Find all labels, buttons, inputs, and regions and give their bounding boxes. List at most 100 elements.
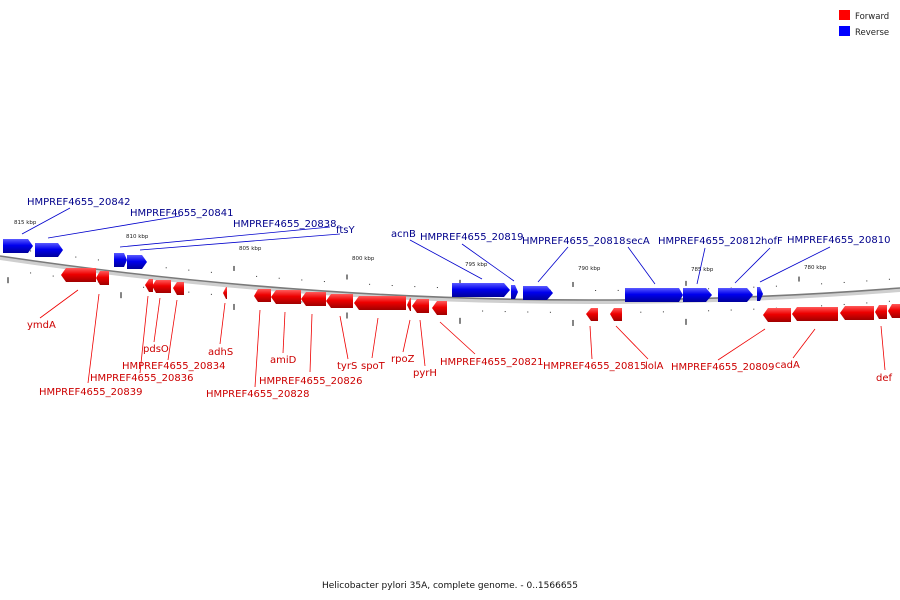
forward-gene-arrow — [407, 298, 411, 311]
forward-gene-arrow — [792, 307, 838, 321]
leader-line — [627, 246, 656, 285]
forward-leader-lines — [39, 289, 886, 388]
leader-line — [409, 239, 483, 280]
gene-label-forward: HMPREF4655_20815 — [543, 361, 646, 372]
forward-gene-arrow — [888, 304, 900, 318]
gene-label-forward: def — [876, 373, 893, 384]
legend-forward-label: Forward — [855, 12, 889, 22]
gene-label-forward: pyrH — [413, 368, 437, 379]
gene-label-forward: tyrS — [337, 361, 357, 372]
scale-tick-label: 780 kbp — [804, 265, 827, 271]
forward-gene-arrow — [152, 280, 171, 293]
gene-label-reverse: HMPREF4655_20818 — [522, 236, 625, 247]
gene-label-forward: amiD — [270, 355, 297, 366]
leader-line — [537, 246, 569, 283]
leader-line — [615, 325, 649, 360]
reverse-gene-arrow — [523, 286, 553, 300]
reverse-gene-arrow — [114, 253, 127, 267]
gene-label-forward: adhS — [208, 347, 233, 358]
forward-gene-arrow — [271, 290, 301, 304]
gene-label-reverse: HMPREF4655_20819 — [420, 232, 523, 243]
legend-forward-swatch — [839, 10, 850, 20]
gene-label-forward: lolA — [645, 361, 664, 372]
gene-label-forward: HMPREF4655_20826 — [259, 376, 362, 387]
gene-label-reverse: HMPREF4655_20810 — [787, 235, 890, 246]
leader-line — [339, 315, 349, 360]
leader-line — [439, 321, 476, 355]
reverse-gene-labels: HMPREF4655_20842 HMPREF4655_20841 HMPREF… — [27, 197, 890, 247]
reverse-gene-arrow — [625, 288, 683, 302]
forward-gene-arrow — [145, 279, 153, 292]
leader-line — [87, 293, 100, 384]
leader-line — [254, 309, 261, 388]
genome-backbone-shadow — [0, 256, 900, 304]
gene-label-reverse: acnB — [391, 229, 416, 240]
gene-label-reverse: HMPREF4655_20842 — [27, 197, 130, 208]
scale-tick-label: 800 kbp — [352, 256, 375, 262]
forward-gene-arrow — [763, 308, 791, 322]
leader-line — [696, 247, 706, 285]
leader-line — [39, 289, 79, 319]
forward-gene-arrow — [223, 287, 227, 299]
forward-gene-arrow — [432, 301, 447, 315]
reverse-gene-arrow — [683, 288, 712, 302]
leader-line — [792, 328, 816, 359]
forward-gene-arrow — [840, 306, 874, 320]
leader-line — [309, 313, 313, 373]
scale-tick-label: 795 kbp — [465, 262, 488, 268]
legend: Forward Reverse — [839, 10, 889, 38]
reverse-gene-arrow — [127, 255, 147, 269]
leader-line — [402, 319, 411, 353]
forward-gene-arrow — [586, 308, 598, 321]
legend-reverse-label: Reverse — [855, 28, 889, 38]
reverse-gene-arrow — [3, 239, 33, 253]
leader-line — [589, 325, 593, 360]
leader-line — [153, 297, 161, 343]
scale-tick-marks — [7, 239, 890, 326]
leader-line — [282, 311, 286, 354]
reverse-leader-lines — [21, 207, 831, 285]
leader-line — [717, 328, 766, 361]
reverse-gene-arrow — [452, 283, 510, 297]
scale-tick-label: 815 kbp — [14, 220, 37, 226]
reverse-gene-arrow — [35, 243, 63, 257]
gene-label-forward: HMPREF4655_20839 — [39, 387, 142, 398]
reverse-gene-arrow — [757, 287, 763, 301]
gene-label-reverse: HMPREF4655_20838 — [233, 219, 336, 230]
forward-gene-arrow — [61, 268, 96, 282]
forward-gene-arrow — [173, 282, 184, 295]
scale-tick-label: 805 kbp — [239, 246, 262, 252]
forward-gene-arrow — [875, 305, 887, 319]
leader-line — [734, 247, 771, 284]
forward-gene-arrow — [354, 296, 406, 310]
leader-line — [167, 299, 178, 361]
leader-line — [139, 295, 149, 374]
leader-line — [21, 207, 71, 235]
gene-label-forward: HMPREF4655_20821 — [440, 357, 543, 368]
leader-line — [119, 226, 331, 248]
gene-label-forward: HMPREF4655_20809 — [671, 362, 774, 373]
forward-gene-arrow — [96, 271, 109, 285]
leader-line — [139, 233, 341, 251]
gene-label-reverse: hofF — [761, 236, 783, 247]
leader-line — [47, 215, 181, 239]
genome-caption: Helicobacter pylori 35A, complete genome… — [322, 581, 578, 591]
leader-line — [419, 319, 426, 367]
gene-label-reverse: HMPREF4655_20841 — [130, 208, 233, 219]
forward-gene-arrow — [301, 292, 326, 306]
genome-backbone — [0, 255, 900, 301]
gene-label-reverse: ftsY — [336, 225, 355, 236]
reverse-genes — [3, 239, 763, 302]
gene-label-forward: rpoZ — [391, 354, 415, 365]
gene-label-forward: ymdA — [27, 320, 56, 331]
gene-label-forward: cadA — [775, 360, 800, 371]
scale-ticks: 815 kbp 810 kbp 805 kbp 800 kbp 795 kbp … — [14, 220, 827, 273]
scale-tick-label: 785 kbp — [691, 267, 714, 273]
leader-line — [461, 243, 515, 282]
leader-line — [219, 302, 226, 345]
gene-label-reverse: HMPREF4655_20812 — [658, 236, 761, 247]
legend-reverse-swatch — [839, 26, 850, 36]
leader-line — [371, 317, 379, 359]
forward-gene-arrow — [254, 289, 271, 302]
